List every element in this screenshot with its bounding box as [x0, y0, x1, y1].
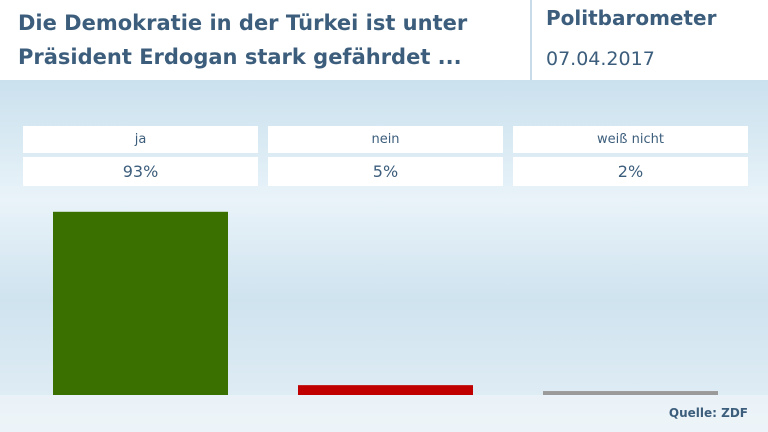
date: 07.04.2017: [546, 48, 655, 70]
chart-title: Die Demokratie in der Türkei ist unter P…: [18, 11, 468, 69]
value-label: 93%: [23, 157, 258, 186]
bar: [543, 391, 718, 395]
bar: [53, 211, 228, 395]
header-label: Politbarometer: [546, 6, 717, 30]
reflection: [0, 395, 768, 432]
category-label: weiß nicht: [513, 126, 748, 153]
header: [0, 0, 768, 80]
divider: [530, 0, 532, 80]
value-label: 2%: [513, 157, 748, 186]
bar: [298, 385, 473, 395]
source: Quelle: ZDF: [668, 406, 748, 420]
category-label: nein: [268, 126, 503, 153]
category-label: ja: [23, 126, 258, 153]
value-label: 5%: [268, 157, 503, 186]
